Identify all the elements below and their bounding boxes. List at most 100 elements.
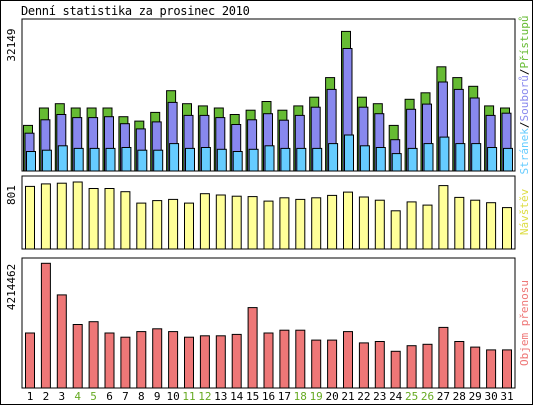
x-tick-label: 6 xyxy=(106,390,113,403)
x-tick-label: 21 xyxy=(341,390,354,403)
pages-bar xyxy=(359,145,370,172)
x-tick-label: 13 xyxy=(214,390,227,403)
visits-bar xyxy=(422,204,433,250)
y-max-label: 4214462 xyxy=(5,264,18,310)
visits-bar xyxy=(247,196,258,250)
x-tick-label: 10 xyxy=(166,390,179,403)
volume-bar xyxy=(406,345,417,389)
x-tick-label: 20 xyxy=(325,390,338,403)
x-tick-label: 17 xyxy=(278,390,291,403)
pages-bar xyxy=(200,147,211,172)
pages-bar xyxy=(375,147,386,172)
legend-separator: / xyxy=(518,121,531,128)
pages-bar xyxy=(73,147,84,172)
visits-bar xyxy=(168,198,179,250)
visits-bar xyxy=(263,200,274,250)
volume-bar xyxy=(438,326,449,389)
volume-bar xyxy=(25,332,35,389)
volume-bar xyxy=(390,350,401,389)
visits-bar xyxy=(72,181,83,250)
pages-bar xyxy=(455,143,466,172)
visits-bar xyxy=(470,199,481,250)
volume-bar xyxy=(327,339,338,389)
chart-title: Denní statistika za prosinec 2010 xyxy=(21,4,250,18)
x-tick-label: 19 xyxy=(310,390,323,403)
volume-bar xyxy=(470,346,481,389)
x-tick-label: 4 xyxy=(74,390,81,403)
pages-bar xyxy=(26,151,36,172)
volume-bar xyxy=(263,332,274,389)
visits-bar xyxy=(390,210,401,250)
pages-bar xyxy=(407,147,418,172)
pages-bar xyxy=(216,148,227,172)
volume-bar xyxy=(136,331,147,389)
x-tick-label: 12 xyxy=(198,390,211,403)
visits-bar xyxy=(231,195,242,250)
x-tick-label: 2 xyxy=(43,390,50,403)
visits-bar xyxy=(120,191,131,250)
pages-bar xyxy=(264,145,275,172)
volume-bar xyxy=(56,294,67,389)
legend-visits: Návštěv xyxy=(518,188,531,235)
x-tick-label: 14 xyxy=(230,390,244,403)
volume-bar xyxy=(295,329,306,389)
volume-bar xyxy=(374,341,385,389)
x-tick-label: 15 xyxy=(246,390,259,403)
pages-bar xyxy=(41,149,52,172)
visits-bar xyxy=(136,202,147,250)
pages-bar xyxy=(312,147,323,172)
x-tick-label: 24 xyxy=(389,390,403,403)
pages-bar xyxy=(296,147,307,172)
pages-bar xyxy=(121,147,132,172)
x-tick-label: 22 xyxy=(357,390,370,403)
legend-separator: / xyxy=(518,69,531,76)
volume-bar xyxy=(120,336,131,389)
visits-bar xyxy=(406,201,417,250)
x-tick-label: 5 xyxy=(90,390,97,403)
pages-bar xyxy=(137,149,148,172)
visits-bar xyxy=(343,191,353,250)
volume-bar xyxy=(215,335,226,389)
visits-bar xyxy=(486,202,497,250)
pages-bar xyxy=(423,143,434,172)
visits-bar xyxy=(25,185,35,250)
volume-bar xyxy=(72,324,83,389)
visits-bar xyxy=(311,197,322,250)
x-tick-label: 16 xyxy=(262,390,275,403)
volume-bar xyxy=(247,307,258,389)
volume-bar xyxy=(279,329,290,389)
volume-bar xyxy=(152,328,163,389)
visits-bar xyxy=(56,182,67,250)
pages-bar xyxy=(89,147,100,172)
pages-bar xyxy=(153,149,164,172)
volume-bar xyxy=(358,342,369,389)
volume-bar xyxy=(422,343,433,389)
x-tick-label: 27 xyxy=(437,390,450,403)
x-tick-label: 9 xyxy=(154,390,161,403)
visits-bar xyxy=(438,185,449,250)
pages-bar xyxy=(344,134,354,172)
visits-bar xyxy=(215,194,226,250)
pages-bar xyxy=(57,145,68,172)
visits-bar xyxy=(327,194,338,250)
pages-bar xyxy=(248,148,259,172)
pages-bar xyxy=(105,147,116,172)
visits-bar xyxy=(184,202,194,250)
x-tick-label: 3 xyxy=(58,390,65,403)
pages-bar xyxy=(439,136,450,172)
x-tick-label: 25 xyxy=(405,390,418,403)
volume-bar xyxy=(454,341,465,389)
volume-bar xyxy=(486,349,497,389)
volume-bar xyxy=(199,335,210,389)
pages-bar xyxy=(471,143,482,172)
pages-bar xyxy=(169,143,180,172)
volume-bar xyxy=(311,339,322,389)
pages-bar xyxy=(487,147,498,172)
volume-bar xyxy=(343,331,353,389)
pages-bar xyxy=(280,147,291,172)
legend-part-2: Souborů xyxy=(518,75,531,121)
legend-part-1: Stránek xyxy=(518,128,531,175)
x-tick-label: 1 xyxy=(27,390,34,403)
x-tick-label: 18 xyxy=(294,390,307,403)
